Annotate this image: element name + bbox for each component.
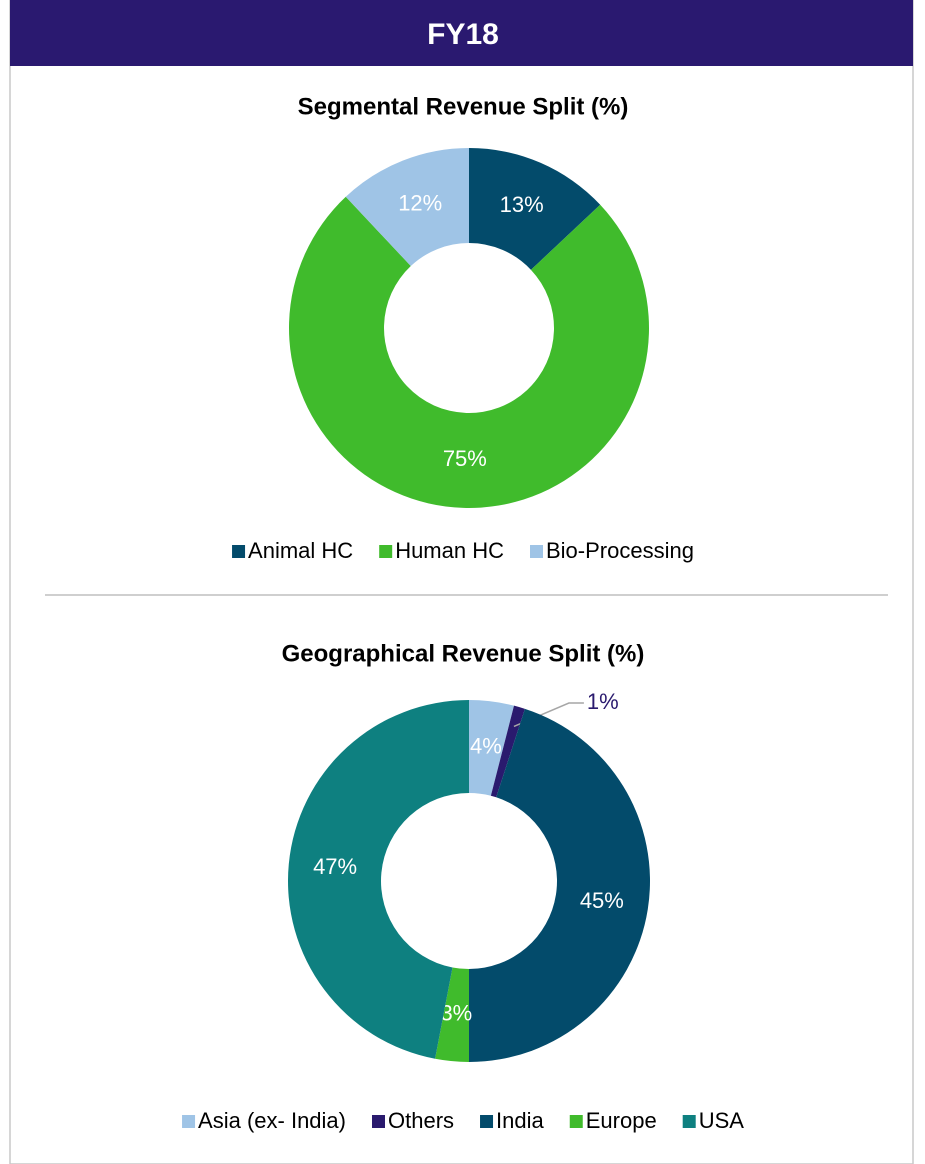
header-title: FY18 [427,18,499,51]
data-label: 45% [580,888,624,913]
donut-slice [288,700,469,1059]
chart-title: Segmental Revenue Split (%) [298,93,629,120]
legend-swatch [569,1115,583,1128]
donut-slice [288,196,649,508]
legend-label: Animal HC [248,538,353,563]
donut-slice [469,708,650,1062]
legend-label: India [496,1108,544,1133]
legend-swatch [232,545,246,558]
legend-swatch [480,1115,494,1128]
donut-slice [345,148,469,267]
legend-swatch [682,1115,696,1128]
data-label: 13% [500,192,544,217]
data-label: 4% [470,733,502,758]
data-label: 3% [440,1001,472,1026]
legend-label: Europe [586,1108,657,1133]
data-label: 1% [587,689,619,714]
data-label: 12% [398,191,442,216]
legend-label: Bio-Processing [546,538,694,563]
header-bar [10,0,913,66]
donut-slice [490,705,525,798]
legend-label: Human HC [395,538,504,563]
legend-label: Asia (ex- India) [198,1108,346,1133]
legend-swatch [182,1115,196,1128]
data-label: 75% [443,446,487,471]
data-label: 47% [313,854,357,879]
legend-swatch [372,1115,385,1128]
donut-slice [435,967,469,1062]
legend-swatch [530,545,543,558]
donut-slice [469,700,515,796]
legend-label: USA [699,1108,745,1133]
legend-label: Others [388,1108,454,1133]
chart-title: Geographical Revenue Split (%) [282,640,645,667]
legend-swatch [379,545,393,558]
donut-slice [469,148,601,270]
